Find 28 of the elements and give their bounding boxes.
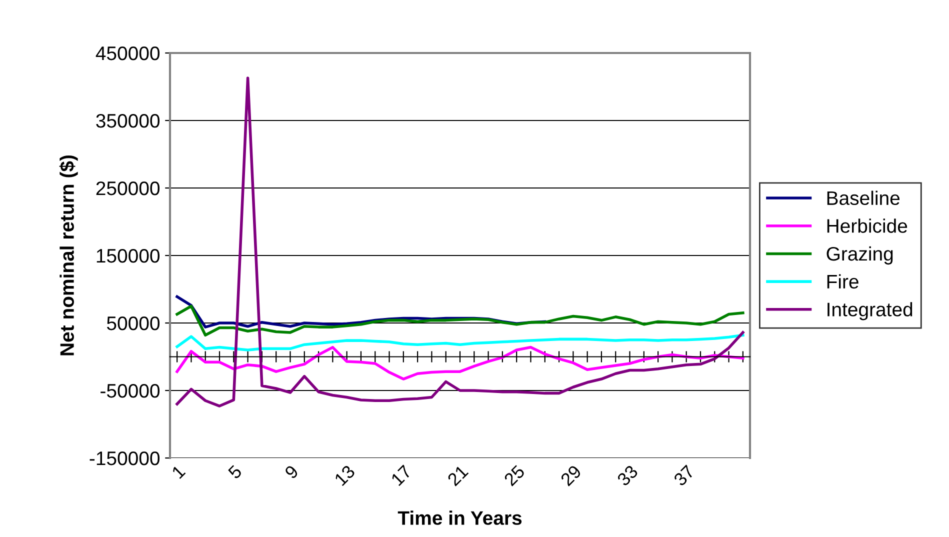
x-tick-label: 33 — [616, 464, 639, 487]
x-tick-label: 1 — [171, 464, 186, 479]
x-tick-label: 5 — [228, 464, 242, 480]
x-tick-label: 37 — [672, 464, 696, 487]
line-series — [176, 76, 744, 408]
x-tick-label: 21 — [446, 464, 469, 486]
y-tick-label: 50000 — [106, 316, 160, 330]
legend-label: Fire — [827, 274, 858, 289]
line-series — [176, 346, 744, 380]
legend-label: Integrated — [828, 302, 912, 320]
x-tick-label: 25 — [503, 464, 526, 486]
y-tick-label: 350000 — [96, 114, 160, 128]
x-tick-label: 17 — [390, 464, 412, 486]
x-tick-label: 9 — [284, 464, 300, 480]
y-tick-label: 150000 — [96, 248, 160, 263]
line-series — [176, 334, 744, 352]
y-tick-label: -50000 — [100, 384, 160, 398]
y-tick-label: 450000 — [96, 46, 160, 60]
y-tick-label: -150000 — [90, 451, 160, 466]
x-tick-label: 29 — [560, 464, 582, 486]
line-series — [176, 304, 744, 337]
legend-label: Grazing — [826, 246, 893, 265]
y-tick-label: 250000 — [96, 181, 160, 196]
y-axis-title: Net nominal return ($) — [59, 155, 78, 356]
legend-label: Baseline — [827, 190, 900, 206]
legend-label: Herbicide — [827, 218, 908, 233]
x-axis-title: Time in Years — [398, 510, 522, 525]
x-tick-label: 13 — [334, 464, 356, 486]
